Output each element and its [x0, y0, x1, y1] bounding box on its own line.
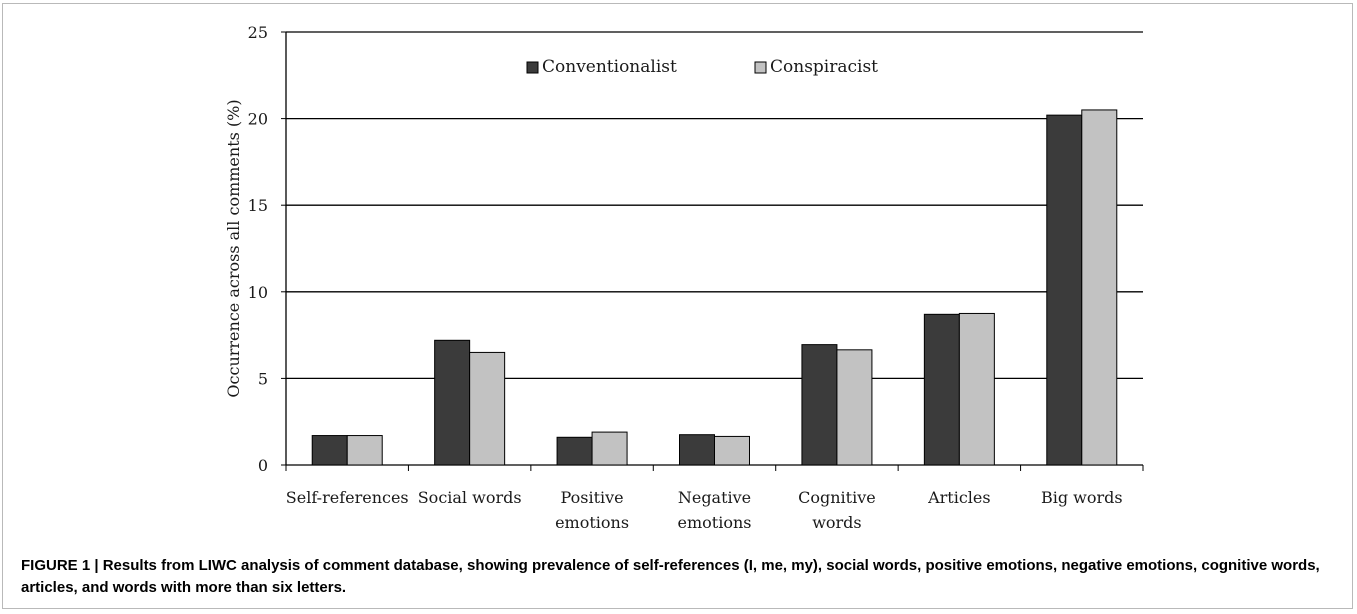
bar-conventionalist: [1046, 114, 1083, 466]
bar-conventionalist: [801, 344, 838, 466]
x-tick-label: Self-references: [286, 488, 409, 507]
bar-chart: 0 5 10 15 20 25 Occurrence across all comments…: [224, 23, 1144, 532]
legend-label: Conspiracist: [770, 57, 878, 77]
bar-conspiracist: [836, 349, 873, 466]
x-tick-label: Social words: [418, 488, 522, 507]
x-tick-label: emotions: [678, 513, 752, 532]
x-tick-label: words: [812, 513, 861, 532]
bar-conventionalist: [923, 313, 960, 466]
bar-conventionalist: [556, 436, 593, 466]
bar-conspiracist: [346, 435, 383, 466]
y-tick-label: 15: [248, 196, 268, 215]
y-tick-label: 0: [258, 456, 268, 475]
x-tick-label: Positive: [561, 488, 624, 507]
y-tick-label: 25: [248, 23, 268, 42]
bar-conspiracist: [958, 312, 995, 466]
y-tick-label: 10: [248, 283, 268, 302]
x-tick-label: Negative: [678, 488, 751, 507]
figure-caption: FIGURE 1 | Results from LIWC analysis of…: [21, 555, 1341, 599]
legend-swatch: [754, 61, 767, 74]
figure-label: FIGURE 1 |: [21, 557, 99, 574]
bar-conspiracist: [591, 431, 628, 466]
legend-swatch: [526, 61, 539, 74]
bar-conventionalist: [679, 434, 715, 466]
bar-conspiracist: [469, 351, 506, 466]
x-tick-label: Cognitive: [798, 488, 876, 507]
bar-conspiracist: [714, 435, 750, 466]
bar-conventionalist: [434, 339, 471, 466]
y-tick-label: 20: [248, 110, 268, 129]
x-tick-label: emotions: [555, 513, 629, 532]
x-tick-label: Big words: [1041, 488, 1123, 507]
y-axis-title: Occurrence across all comments (%): [224, 99, 243, 397]
legend-label: Conventionalist: [542, 57, 677, 77]
caption-text: Results from LIWC analysis of comment da…: [21, 557, 1320, 596]
y-tick-label: 5: [258, 369, 268, 388]
x-tick-label: Articles: [927, 488, 991, 507]
bar-conventionalist: [311, 435, 348, 466]
figure-frame: 0 5 10 15 20 25 Occurrence across all comments…: [2, 3, 1353, 609]
bar-conspiracist: [1081, 109, 1118, 466]
